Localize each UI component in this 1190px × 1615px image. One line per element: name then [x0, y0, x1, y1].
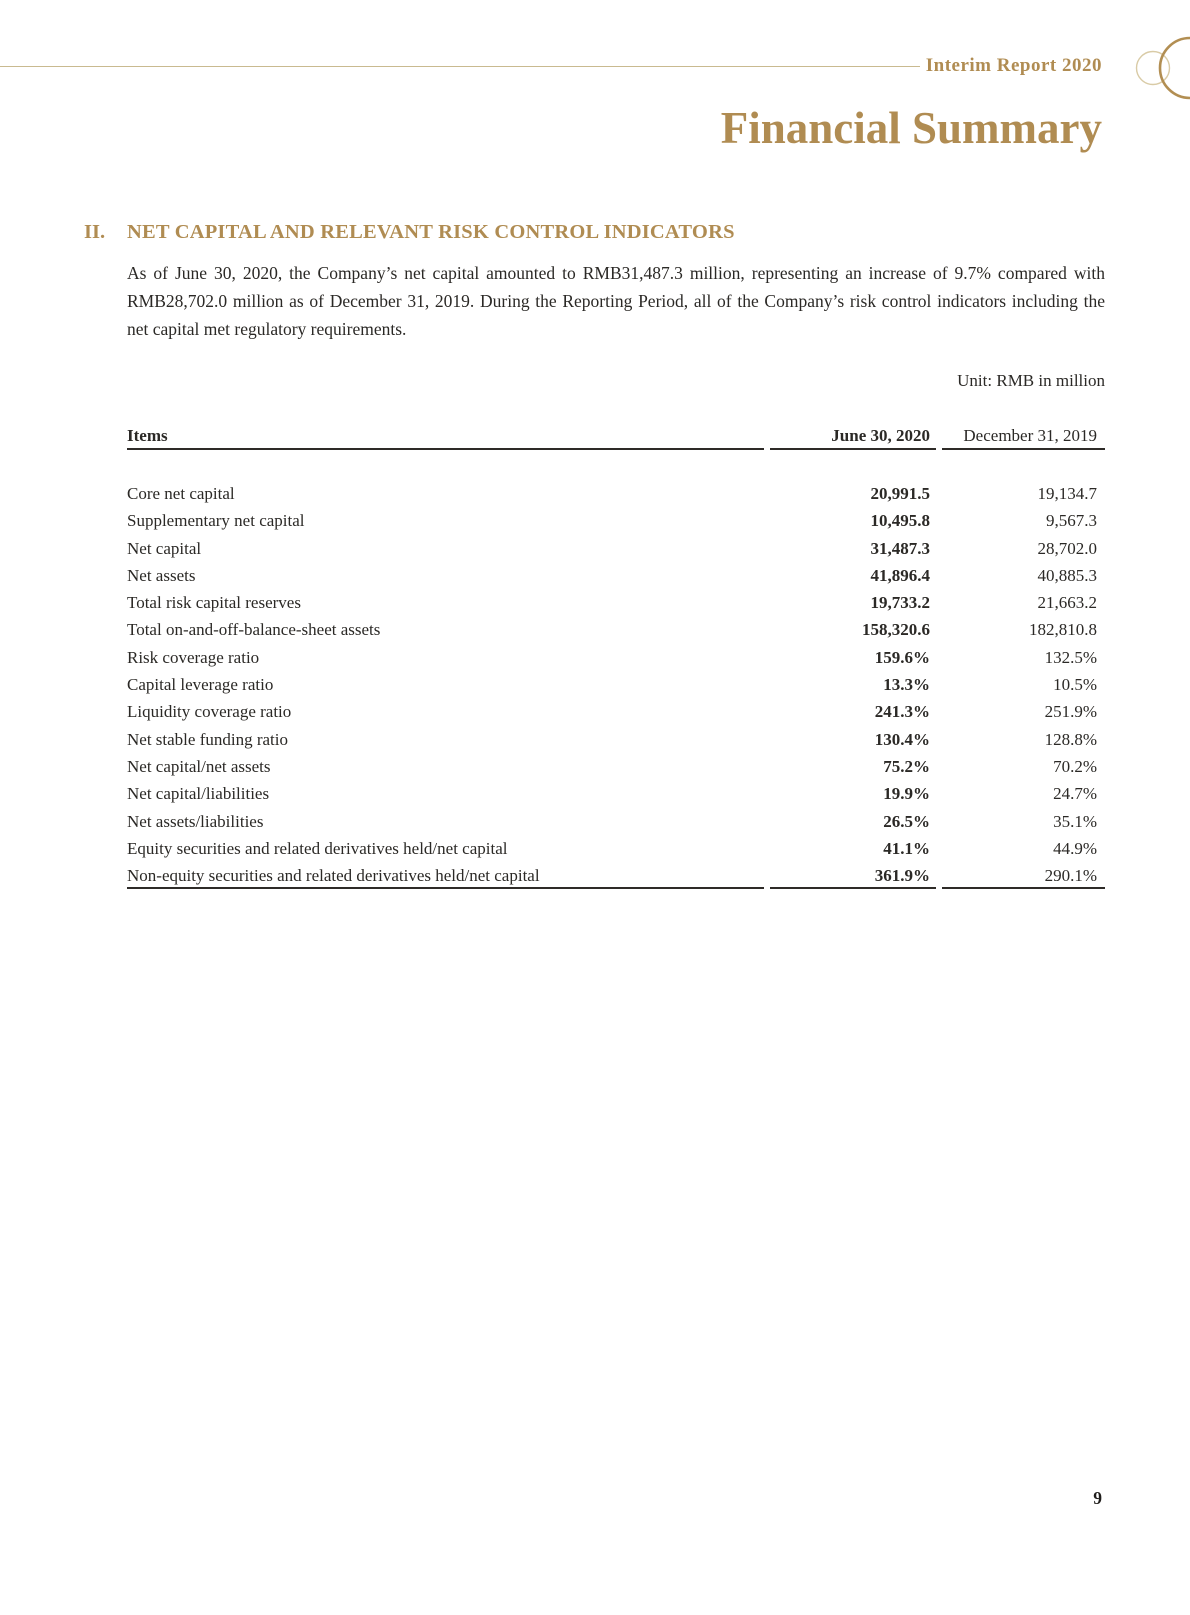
table-row: Total risk capital reserves 19,733.2 21,…: [127, 589, 1105, 616]
row-item-label: Net capital/liabilities: [127, 784, 270, 804]
column-header-items: Items: [127, 426, 764, 450]
table-row: Net assets/liabilities 26.5% 35.1%: [127, 808, 1105, 835]
row-item-label: Net capital: [127, 538, 202, 558]
row-item-label: Capital leverage ratio: [127, 675, 274, 695]
table-row: Core net capital 20,991.5 19,134.7: [127, 480, 1105, 507]
row-value-jun2020: 13.3%: [883, 675, 930, 695]
row-item-label: Total risk capital reserves: [127, 593, 301, 613]
net-capital-table: Items June 30, 2020 December 31, 2019 Co…: [127, 426, 1105, 890]
table-row: Total on-and-off-balance-sheet assets 15…: [127, 616, 1105, 643]
row-value-dec2019: 70.2%: [1053, 756, 1097, 776]
column-header-dec2019: December 31, 2019: [942, 426, 1105, 450]
row-value-dec2019: 128.8%: [1044, 729, 1097, 749]
row-item-label: Non-equity securities and related deriva…: [127, 862, 764, 890]
row-value-jun2020: 31,487.3: [870, 538, 931, 558]
row-value-jun2020: 10,495.8: [870, 511, 931, 531]
row-item-label: Risk coverage ratio: [127, 647, 260, 667]
table-row: Net stable funding ratio 130.4% 128.8%: [127, 726, 1105, 753]
table-row: Net capital/net assets 75.2% 70.2%: [127, 753, 1105, 780]
row-value-dec2019: 10.5%: [1053, 675, 1097, 695]
row-value-jun2020: 19.9%: [883, 784, 930, 804]
row-item-label: Supplementary net capital: [127, 511, 305, 531]
page-title: Financial Summary: [720, 103, 1102, 153]
row-value-jun2020: 361.9%: [770, 862, 936, 890]
table-row: Net capital 31,487.3 28,702.0: [127, 535, 1105, 562]
report-label: Interim Report 2020: [925, 55, 1102, 76]
column-header-jun2020: June 30, 2020: [770, 426, 936, 450]
row-item-label: Net assets/liabilities: [127, 811, 264, 831]
row-item-label: Net capital/net assets: [127, 756, 271, 776]
header-rule-line: [0, 66, 920, 67]
table-row: Equity securities and related derivative…: [127, 835, 1105, 862]
row-value-dec2019: 40,885.3: [1037, 565, 1098, 585]
row-value-jun2020: 41,896.4: [870, 565, 931, 585]
row-value-dec2019: 28,702.0: [1037, 538, 1098, 558]
row-value-dec2019: 9,567.3: [1046, 511, 1097, 531]
section-title: NET CAPITAL AND RELEVANT RISK CONTROL IN…: [127, 221, 735, 243]
row-item-label: Core net capital: [127, 484, 235, 503]
row-value-dec2019: 35.1%: [1053, 811, 1097, 831]
table-row: Risk coverage ratio 159.6% 132.5%: [127, 644, 1105, 671]
row-value-jun2020: 130.4%: [874, 729, 930, 749]
row-value-dec2019: 44.9%: [1053, 838, 1097, 858]
row-item-label: Net assets: [127, 565, 196, 585]
row-value-jun2020: 158,320.6: [862, 620, 930, 640]
row-value-jun2020: 26.5%: [883, 811, 930, 831]
section-number: II.: [84, 221, 106, 243]
row-value-jun2020: 75.2%: [883, 756, 930, 776]
row-value-jun2020: 20,991.5: [870, 484, 931, 503]
row-value-jun2020: 41.1%: [883, 838, 930, 858]
row-value-dec2019: 24.7%: [1053, 784, 1097, 804]
table-row: Liquidity coverage ratio 241.3% 251.9%: [127, 698, 1105, 725]
row-value-dec2019: 19,134.7: [1037, 484, 1098, 503]
table-row: Non-equity securities and related deriva…: [127, 862, 1105, 890]
table-spacer: [127, 450, 1105, 480]
table-row: Net assets 41,896.4 40,885.3: [127, 562, 1105, 589]
row-item-label: Total on-and-off-balance-sheet assets: [127, 620, 381, 640]
row-value-dec2019: 290.1%: [942, 862, 1105, 890]
page-number: 9: [1093, 1488, 1102, 1508]
row-item-label: Liquidity coverage ratio: [127, 702, 292, 722]
body-paragraph: As of June 30, 2020, the Company’s net c…: [127, 263, 1105, 340]
unit-note: Unit: RMB in million: [957, 371, 1105, 390]
table-header-row: Items June 30, 2020 December 31, 2019: [127, 426, 1105, 450]
row-value-dec2019: 251.9%: [1044, 702, 1097, 722]
table-row: Capital leverage ratio 13.3% 10.5%: [127, 671, 1105, 698]
table-row: Supplementary net capital 10,495.8 9,567…: [127, 507, 1105, 534]
row-item-label: Net stable funding ratio: [127, 729, 288, 749]
row-value-jun2020: 19,733.2: [870, 593, 931, 613]
row-value-dec2019: 182,810.8: [1029, 620, 1097, 640]
row-item-label: Equity securities and related derivative…: [127, 838, 508, 858]
row-value-dec2019: 21,663.2: [1037, 593, 1098, 613]
circles-decoration-icon: [1135, 36, 1190, 100]
row-value-jun2020: 159.6%: [874, 647, 930, 667]
row-value-jun2020: 241.3%: [874, 702, 930, 722]
table-body: Core net capital 20,991.5 19,134.7 Suppl…: [127, 480, 1105, 890]
table-row: Net capital/liabilities 19.9% 24.7%: [127, 780, 1105, 807]
row-value-dec2019: 132.5%: [1044, 647, 1097, 667]
